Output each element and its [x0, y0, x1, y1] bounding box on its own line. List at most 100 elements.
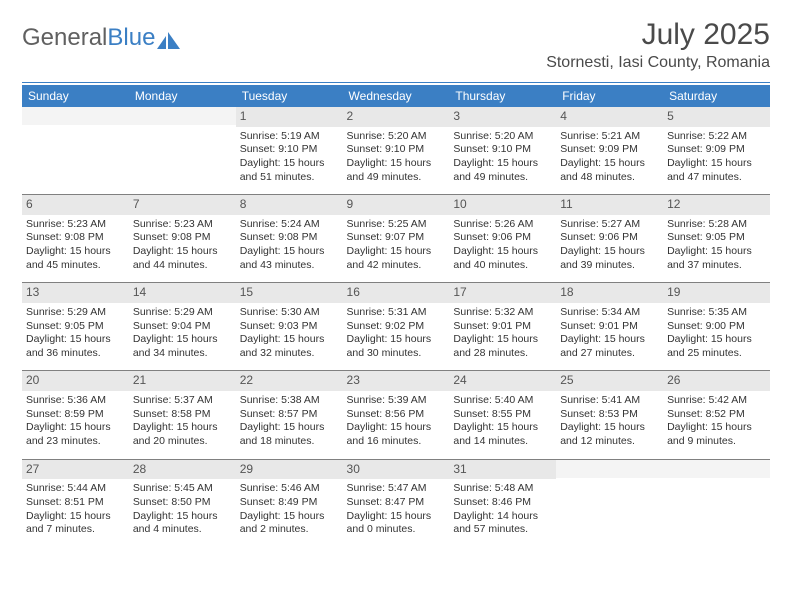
- daylight-line-1: Daylight: 15 hours: [560, 421, 659, 435]
- sunset-line: Sunset: 8:46 PM: [453, 496, 552, 510]
- title-block: July 2025 Stornesti, Iasi County, Romani…: [546, 18, 770, 72]
- header: GeneralBlue July 2025 Stornesti, Iasi Co…: [22, 18, 770, 72]
- day-details: Sunrise: 5:36 AMSunset: 8:59 PMDaylight:…: [26, 394, 125, 449]
- day-number: 4: [556, 107, 663, 127]
- day-details: Sunrise: 5:25 AMSunset: 9:07 PMDaylight:…: [347, 218, 446, 273]
- daylight-line-1: Daylight: 15 hours: [347, 157, 446, 171]
- calendar-cell: [22, 107, 129, 195]
- page-title: July 2025: [546, 18, 770, 52]
- daylight-line-2: and 18 minutes.: [240, 435, 339, 449]
- daylight-line-2: and 0 minutes.: [347, 523, 446, 537]
- daylight-line-1: Daylight: 15 hours: [240, 510, 339, 524]
- daylight-line-2: and 32 minutes.: [240, 347, 339, 361]
- day-number: 31: [449, 460, 556, 480]
- day-number: 20: [22, 371, 129, 391]
- day-number: 25: [556, 371, 663, 391]
- calendar-cell: 21Sunrise: 5:37 AMSunset: 8:58 PMDayligh…: [129, 371, 236, 459]
- daylight-line-2: and 47 minutes.: [667, 171, 766, 185]
- day-details: Sunrise: 5:23 AMSunset: 9:08 PMDaylight:…: [133, 218, 232, 273]
- logo-text-2: Blue: [107, 24, 155, 52]
- day-details: Sunrise: 5:45 AMSunset: 8:50 PMDaylight:…: [133, 482, 232, 537]
- sunset-line: Sunset: 9:05 PM: [26, 320, 125, 334]
- daylight-line-1: Daylight: 15 hours: [453, 333, 552, 347]
- sunrise-line: Sunrise: 5:20 AM: [453, 130, 552, 144]
- sunset-line: Sunset: 8:51 PM: [26, 496, 125, 510]
- calendar-cell: 28Sunrise: 5:45 AMSunset: 8:50 PMDayligh…: [129, 459, 236, 547]
- sunrise-line: Sunrise: 5:36 AM: [26, 394, 125, 408]
- sunset-line: Sunset: 9:08 PM: [26, 231, 125, 245]
- daylight-line-2: and 44 minutes.: [133, 259, 232, 273]
- day-number: 16: [343, 283, 450, 303]
- sunrise-line: Sunrise: 5:48 AM: [453, 482, 552, 496]
- daylight-line-1: Daylight: 15 hours: [347, 421, 446, 435]
- daylight-line-2: and 36 minutes.: [26, 347, 125, 361]
- day-details: Sunrise: 5:19 AMSunset: 9:10 PMDaylight:…: [240, 130, 339, 185]
- day-details: Sunrise: 5:47 AMSunset: 8:47 PMDaylight:…: [347, 482, 446, 537]
- calendar-cell: 17Sunrise: 5:32 AMSunset: 9:01 PMDayligh…: [449, 283, 556, 371]
- weekday-mon: Monday: [129, 85, 236, 107]
- day-number: 2: [343, 107, 450, 127]
- daylight-line-1: Daylight: 14 hours: [453, 510, 552, 524]
- calendar-cell: 18Sunrise: 5:34 AMSunset: 9:01 PMDayligh…: [556, 283, 663, 371]
- daylight-line-1: Daylight: 15 hours: [560, 245, 659, 259]
- calendar-cell: 16 Sunrise: 5:31 AMSunset: 9:02 PMDayligh…: [343, 283, 450, 371]
- sunrise-line: Sunrise: 5:34 AM: [560, 306, 659, 320]
- daylight-line-2: and 20 minutes.: [133, 435, 232, 449]
- day-number: 13: [22, 283, 129, 303]
- weekday-thu: Thursday: [449, 85, 556, 107]
- daylight-line-2: and 7 minutes.: [26, 523, 125, 537]
- day-number-empty: [129, 107, 236, 125]
- day-details: Sunrise: 5:22 AMSunset: 9:09 PMDaylight:…: [667, 130, 766, 185]
- day-details: Sunrise: 5:28 AMSunset: 9:05 PMDaylight:…: [667, 218, 766, 273]
- daylight-line-2: and 16 minutes.: [347, 435, 446, 449]
- day-details: Sunrise: 5:20 AMSunset: 9:10 PMDaylight:…: [347, 130, 446, 185]
- sunset-line: Sunset: 9:09 PM: [667, 143, 766, 157]
- daylight-line-1: Daylight: 15 hours: [560, 157, 659, 171]
- daylight-line-1: Daylight: 15 hours: [453, 245, 552, 259]
- sunset-line: Sunset: 9:09 PM: [560, 143, 659, 157]
- calendar-cell: 25 Sunrise: 5:41 AMSunset: 8:53 PMDayligh…: [556, 371, 663, 459]
- day-details: Sunrise: 5:20 AMSunset: 9:10 PMDaylight:…: [453, 130, 552, 185]
- daylight-line-1: Daylight: 15 hours: [453, 157, 552, 171]
- daylight-line-1: Daylight: 15 hours: [347, 245, 446, 259]
- sunset-line: Sunset: 9:06 PM: [560, 231, 659, 245]
- daylight-line-1: Daylight: 15 hours: [133, 245, 232, 259]
- day-number: 23: [343, 371, 450, 391]
- sunset-line: Sunset: 9:01 PM: [560, 320, 659, 334]
- daylight-line-2: and 4 minutes.: [133, 523, 232, 537]
- calendar-row: 1Sunrise: 5:19 AMSunset: 9:10 PMDaylight…: [22, 107, 770, 195]
- daylight-line-1: Daylight: 15 hours: [347, 510, 446, 524]
- daylight-line-1: Daylight: 15 hours: [133, 333, 232, 347]
- calendar-cell: 10 Sunrise: 5:26 AMSunset: 9:06 PMDayligh…: [449, 195, 556, 283]
- daylight-line-2: and 30 minutes.: [347, 347, 446, 361]
- sunrise-line: Sunrise: 5:25 AM: [347, 218, 446, 232]
- day-number: 14: [129, 283, 236, 303]
- sunrise-line: Sunrise: 5:19 AM: [240, 130, 339, 144]
- day-number: 27: [22, 460, 129, 480]
- daylight-line-1: Daylight: 15 hours: [26, 333, 125, 347]
- daylight-line-1: Daylight: 15 hours: [26, 245, 125, 259]
- day-details: Sunrise: 5:40 AMSunset: 8:55 PMDaylight:…: [453, 394, 552, 449]
- weekday-tue: Tuesday: [236, 85, 343, 107]
- day-details: Sunrise: 5:29 AMSunset: 9:05 PMDaylight:…: [26, 306, 125, 361]
- daylight-line-1: Daylight: 15 hours: [667, 245, 766, 259]
- day-details: Sunrise: 5:31 AMSunset: 9:02 PMDaylight:…: [347, 306, 446, 361]
- day-number: 11: [556, 195, 663, 215]
- sunrise-line: Sunrise: 5:45 AM: [133, 482, 232, 496]
- logo: GeneralBlue: [22, 24, 181, 52]
- day-details: Sunrise: 5:35 AMSunset: 9:00 PMDaylight:…: [667, 306, 766, 361]
- daylight-line-2: and 14 minutes.: [453, 435, 552, 449]
- day-details: Sunrise: 5:44 AMSunset: 8:51 PMDaylight:…: [26, 482, 125, 537]
- day-details: Sunrise: 5:26 AMSunset: 9:06 PMDaylight:…: [453, 218, 552, 273]
- day-details: Sunrise: 5:37 AMSunset: 8:58 PMDaylight:…: [133, 394, 232, 449]
- day-number: 6: [22, 195, 129, 215]
- sunset-line: Sunset: 8:47 PM: [347, 496, 446, 510]
- calendar-cell: 14Sunrise: 5:29 AMSunset: 9:04 PMDayligh…: [129, 283, 236, 371]
- day-details: Sunrise: 5:41 AMSunset: 8:53 PMDaylight:…: [560, 394, 659, 449]
- day-number: 30: [343, 460, 450, 480]
- day-number: 10: [449, 195, 556, 215]
- calendar-row: 13 Sunrise: 5:29 AMSunset: 9:05 PMDayligh…: [22, 283, 770, 371]
- day-number: 12: [663, 195, 770, 215]
- sunset-line: Sunset: 8:52 PM: [667, 408, 766, 422]
- calendar-cell: 27Sunrise: 5:44 AMSunset: 8:51 PMDayligh…: [22, 459, 129, 547]
